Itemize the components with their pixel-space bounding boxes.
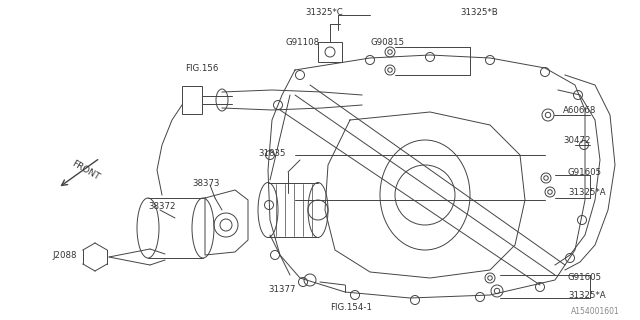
Text: 38372: 38372 (148, 202, 175, 211)
Text: G91605: G91605 (568, 167, 602, 177)
Text: G90815: G90815 (370, 37, 404, 46)
Text: 31325*A: 31325*A (568, 291, 605, 300)
Text: 31325*B: 31325*B (460, 7, 498, 17)
Text: 31835: 31835 (258, 148, 285, 157)
Text: 31325*C: 31325*C (305, 7, 343, 17)
Text: G91605: G91605 (568, 274, 602, 283)
Text: FIG.156: FIG.156 (185, 63, 218, 73)
Text: G91108: G91108 (285, 37, 319, 46)
Text: FRONT: FRONT (70, 158, 101, 181)
Text: A154001601: A154001601 (572, 308, 620, 316)
Text: 38373: 38373 (192, 179, 220, 188)
Text: 31377: 31377 (268, 285, 296, 294)
Text: 31325*A: 31325*A (568, 188, 605, 196)
Text: 30472: 30472 (563, 135, 591, 145)
Text: A60668: A60668 (563, 106, 596, 115)
Text: FIG.154-1: FIG.154-1 (330, 303, 372, 313)
Text: J2088: J2088 (52, 251, 77, 260)
